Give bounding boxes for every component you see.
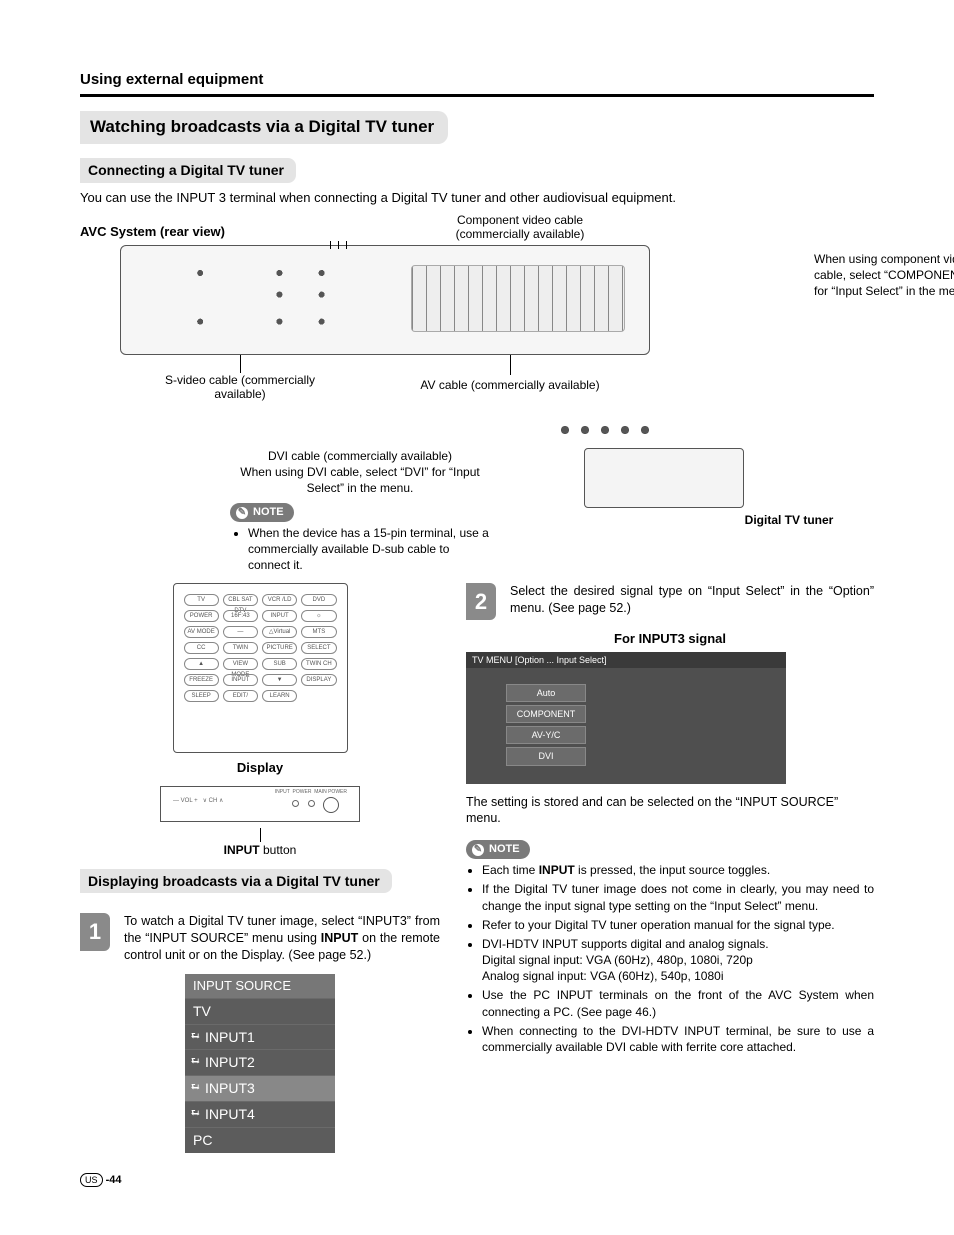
- remote-button: SELECT: [301, 642, 336, 654]
- remote-button: FREEZE: [184, 674, 219, 686]
- remote-button: △Virtual: [262, 626, 297, 638]
- remote-button: AV MODE: [184, 626, 219, 638]
- page-number: -44: [106, 1174, 122, 1186]
- remote-button: DISPLAY: [301, 674, 336, 686]
- remote-button: LEARN: [262, 690, 297, 702]
- menu-option[interactable]: Auto: [506, 684, 586, 702]
- note-item: Refer to your Digital TV tuner operation…: [482, 917, 874, 933]
- remote-button: CBL SAT DTV: [223, 594, 258, 606]
- page-title: Watching broadcasts via a Digital TV tun…: [80, 111, 448, 144]
- note-item: Each time INPUT is pressed, the input so…: [482, 862, 874, 878]
- step2-after: The setting is stored and can be selecte…: [466, 794, 874, 828]
- tuner-label: Digital TV tuner: [724, 513, 854, 527]
- display-caption: Display: [80, 759, 440, 777]
- avc-label: AVC System (rear view): [80, 223, 225, 241]
- note-item: If the Digital TV tuner image does not c…: [482, 881, 874, 913]
- component-cable-label: Component video cable (commercially avai…: [420, 213, 620, 242]
- intro-text: You can use the INPUT 3 terminal when co…: [80, 189, 874, 207]
- dvi-note-list: When the device has a 15-pin terminal, u…: [234, 525, 490, 574]
- remote-button: DVD: [301, 594, 336, 606]
- svideo-label: S-video cable (commercially available): [140, 373, 340, 402]
- remote-button: CC: [184, 642, 219, 654]
- input-rest: button: [260, 843, 297, 857]
- input-source-menu: INPUT SOURCE TV⮠⮑INPUT1⮠⮑INPUT2⮠⮑INPUT3⮠…: [185, 974, 335, 1153]
- remote-button: ▲: [184, 658, 219, 670]
- remote-button: VCR /LD: [262, 594, 297, 606]
- remote-button: SLEEP: [184, 690, 219, 702]
- input-source-row[interactable]: ⮠⮑INPUT2: [185, 1049, 335, 1075]
- avcable-label: AV cable (commercially available): [410, 378, 610, 392]
- step-2-text: Select the desired signal type on “Input…: [510, 583, 874, 617]
- input-source-row[interactable]: ⮠⮑INPUT1: [185, 1024, 335, 1050]
- input-source-row[interactable]: ⮠⮑INPUT3: [185, 1075, 335, 1101]
- subtitle-displaying: Displaying broadcasts via a Digital TV t…: [80, 869, 392, 894]
- remote-button: TWIN: [223, 642, 258, 654]
- digital-tv-tuner: [584, 448, 744, 508]
- note-item: Use the PC INPUT terminals on the front …: [482, 987, 874, 1019]
- remote-button: EDIT/: [223, 690, 258, 702]
- note-pill-main: NOTE: [466, 840, 530, 859]
- input-source-row[interactable]: ⮠⮑INPUT4: [185, 1101, 335, 1127]
- dvi-block: DVI cable (commercially available) When …: [230, 448, 490, 574]
- remote-button: VIEW MODE: [223, 658, 258, 670]
- remote-button: PICTURE: [262, 642, 297, 654]
- remote-button: INPUT: [262, 610, 297, 622]
- note-item: DVI-HDTV INPUT supports digital and anal…: [482, 936, 874, 985]
- step1-bold: INPUT: [321, 931, 359, 945]
- input-source-row[interactable]: PC: [185, 1127, 335, 1153]
- input-bold: INPUT: [224, 843, 260, 857]
- remote-control: TV CBL SAT DTV VCR /LD DVD POWER 16F:43 INPUT ☼…: [173, 583, 348, 753]
- component-side-note: When using component video cable, select…: [814, 251, 954, 300]
- input3-menu: TV MENU [Option ... Input Select] Auto CO…: [466, 652, 786, 784]
- page-footer: US -44: [80, 1173, 874, 1188]
- input-source-row[interactable]: TV: [185, 998, 335, 1024]
- remote-button: MTS: [301, 626, 336, 638]
- menu-option[interactable]: AV-Y/C: [506, 726, 586, 744]
- step-2-number: 2: [466, 583, 496, 621]
- section-header: Using external equipment: [80, 70, 874, 97]
- input-source-header: INPUT SOURCE: [185, 974, 335, 998]
- step-1-number: 1: [80, 913, 110, 951]
- display-panel: — VOL + ∨ CH ∧ INPUT POWER MAIN POWER: [160, 786, 360, 822]
- remote-button: SUB: [262, 658, 297, 670]
- remote-button: —: [223, 626, 258, 638]
- remote-button: 16F:43: [223, 610, 258, 622]
- input3-menu-title: For INPUT3 signal: [466, 630, 874, 648]
- connection-diagram: AVC System (rear view) Component video c…: [80, 223, 874, 573]
- step-1-text: To watch a Digital TV tuner image, selec…: [124, 913, 440, 964]
- remote-button: ☼: [301, 610, 336, 622]
- remote-button: TWIN CH: [301, 658, 336, 670]
- remote-button: INPUT: [223, 674, 258, 686]
- remote-button: POWER: [184, 610, 219, 622]
- remote-button: ▼: [262, 674, 297, 686]
- menu-bar: TV MENU [Option ... Input Select]: [466, 652, 786, 668]
- remote-button: TV: [184, 594, 219, 606]
- dvi-line2: When using DVI cable, select “DVI” for “…: [230, 464, 490, 496]
- dvi-note-item: When the device has a 15-pin terminal, u…: [248, 525, 490, 574]
- dvi-line1: DVI cable (commercially available): [230, 448, 490, 464]
- note-pill-dvi: NOTE: [230, 503, 294, 522]
- subtitle-connecting: Connecting a Digital TV tuner: [80, 158, 296, 183]
- menu-option[interactable]: DVI: [506, 747, 586, 765]
- avc-rear-panel: [120, 245, 650, 355]
- note-item: When connecting to the DVI-HDTV INPUT te…: [482, 1023, 874, 1055]
- region-badge: US: [80, 1173, 103, 1187]
- input-button-caption: INPUT button: [80, 826, 440, 858]
- menu-option[interactable]: COMPONENT: [506, 705, 586, 723]
- notes-list: Each time INPUT is pressed, the input so…: [466, 862, 874, 1055]
